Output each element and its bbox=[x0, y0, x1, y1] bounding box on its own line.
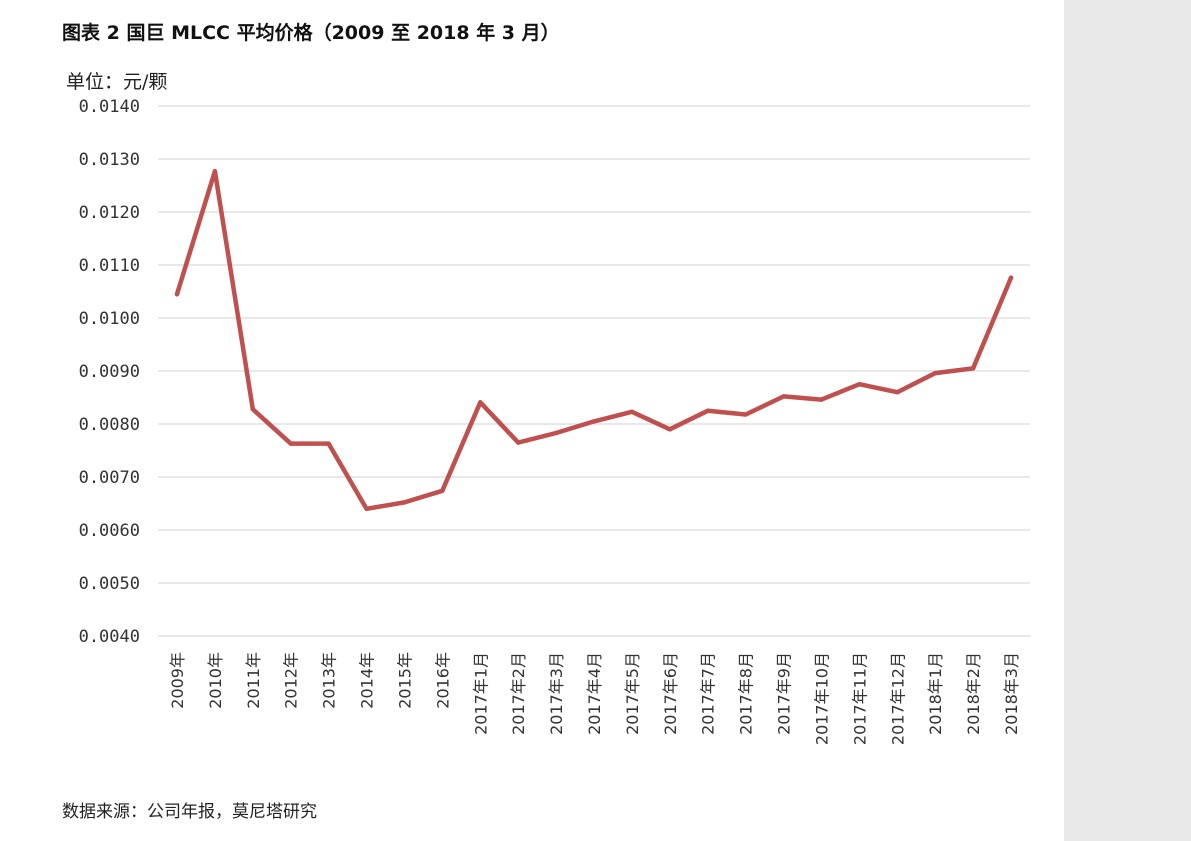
y-tick-label: 0.0080 bbox=[79, 415, 140, 435]
data-point bbox=[288, 441, 293, 446]
y-tick-label: 0.0060 bbox=[79, 521, 140, 541]
x-tick-label: 2014年 bbox=[358, 652, 377, 709]
x-tick-label: 2013年 bbox=[320, 652, 339, 709]
data-point bbox=[174, 291, 180, 297]
x-axis-ticks: 2009年 2010年 2011年 2012年 2013年 2014年 2015年 2016年… bbox=[168, 652, 1021, 745]
x-tick-label: 2017年7月 bbox=[699, 652, 718, 735]
data-point bbox=[515, 440, 521, 445]
x-tick-label: 2018年3月 bbox=[1002, 652, 1021, 735]
unit-label: 单位：元/颗 bbox=[66, 71, 168, 93]
x-tick-label: 2017年12月 bbox=[888, 652, 907, 745]
x-tick-label: 2017年2月 bbox=[509, 652, 528, 735]
data-point bbox=[895, 390, 900, 395]
x-tick-label: 2017年5月 bbox=[623, 652, 642, 735]
y-tick-label: 0.0130 bbox=[79, 150, 140, 170]
data-point bbox=[705, 408, 710, 413]
x-tick-label: 2015年 bbox=[395, 652, 414, 709]
y-tick-label: 0.0040 bbox=[79, 627, 140, 647]
y-tick-label: 0.0050 bbox=[79, 574, 140, 594]
x-tick-label: 2018年1月 bbox=[926, 652, 945, 735]
figure-title: 图表 2 国巨 MLCC 平均价格（2009 至 2018 年 3 月） bbox=[62, 22, 560, 44]
y-tick-label: 0.0090 bbox=[79, 362, 140, 382]
y-tick-label: 0.0110 bbox=[79, 256, 140, 276]
line-chart: 0.0040 0.0050 0.0060 0.0070 0.0080 0.0090 0.01… bbox=[79, 97, 1030, 745]
x-tick-label: 2011年 bbox=[244, 652, 263, 709]
data-point bbox=[553, 430, 559, 436]
x-tick-label: 2018年2月 bbox=[964, 652, 983, 735]
data-point bbox=[819, 397, 824, 402]
y-tick-label: 0.0100 bbox=[79, 309, 140, 329]
gridlines bbox=[158, 105, 1030, 637]
series-layer bbox=[174, 168, 1014, 512]
series-line bbox=[174, 168, 1014, 512]
data-point bbox=[364, 506, 369, 511]
x-tick-label: 2017年8月 bbox=[737, 652, 756, 735]
data-point bbox=[250, 406, 255, 412]
x-tick-label: 2012年 bbox=[282, 652, 301, 709]
x-tick-label: 2017年11月 bbox=[850, 652, 869, 745]
x-tick-label: 2017年3月 bbox=[547, 652, 566, 735]
right-side-panel bbox=[1064, 0, 1191, 841]
data-point bbox=[440, 488, 445, 493]
x-tick-label: 2017年6月 bbox=[661, 652, 680, 735]
y-tick-label: 0.0120 bbox=[79, 203, 140, 223]
x-tick-label: 2017年1月 bbox=[471, 652, 490, 735]
data-point bbox=[629, 409, 635, 415]
y-tick-label: 0.0070 bbox=[79, 468, 140, 488]
data-point bbox=[478, 400, 483, 405]
x-tick-label: 2017年9月 bbox=[775, 652, 794, 735]
data-point bbox=[667, 427, 673, 432]
source-note: 数据来源：公司年报，莫尼塔研究 bbox=[62, 802, 317, 822]
data-point bbox=[1008, 275, 1014, 280]
x-tick-label: 2017年4月 bbox=[585, 652, 604, 735]
data-point bbox=[970, 366, 976, 371]
x-tick-label: 2016年 bbox=[433, 652, 452, 709]
data-point bbox=[857, 382, 862, 387]
data-point bbox=[326, 441, 331, 446]
data-point bbox=[743, 412, 748, 417]
data-point bbox=[591, 419, 597, 424]
y-tick-label: 0.0140 bbox=[79, 97, 140, 117]
y-axis-ticks: 0.0040 0.0050 0.0060 0.0070 0.0080 0.0090 0.01… bbox=[79, 97, 140, 647]
x-tick-label: 2017年10月 bbox=[812, 652, 831, 745]
x-tick-label: 2009年 bbox=[168, 652, 187, 709]
data-point bbox=[781, 394, 786, 399]
data-point bbox=[402, 500, 407, 505]
data-point bbox=[212, 168, 218, 174]
x-tick-label: 2010年 bbox=[206, 652, 225, 709]
data-point bbox=[933, 370, 938, 376]
